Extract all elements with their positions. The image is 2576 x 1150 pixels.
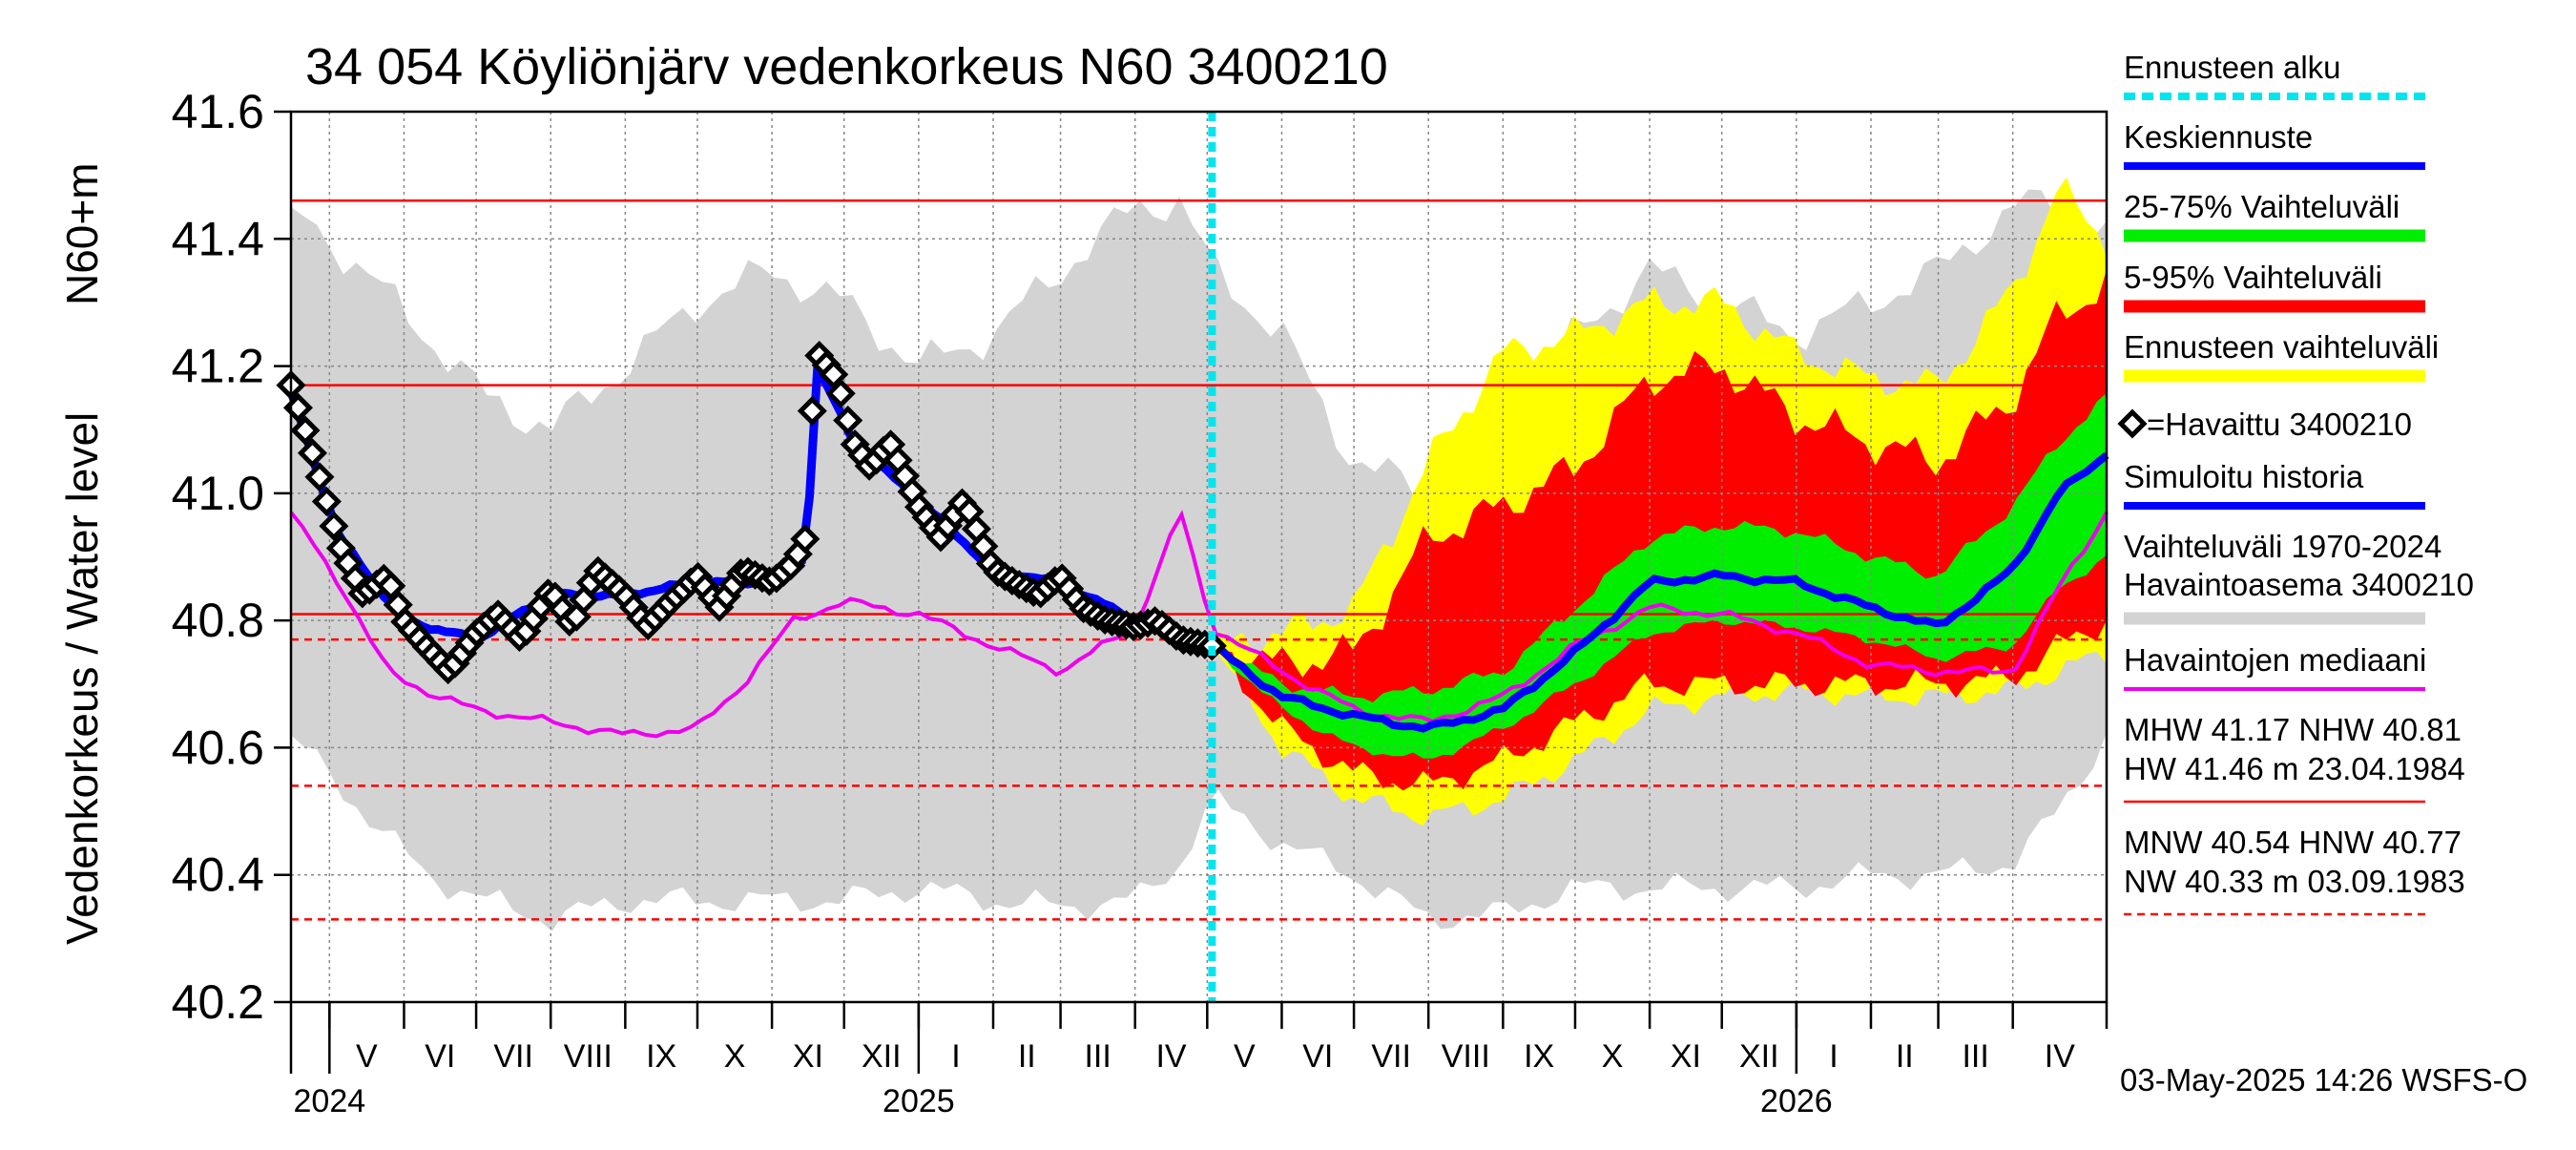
legend-observed-label: =Havaittu 3400210	[2147, 407, 2412, 442]
band-5-95	[1212, 269, 2107, 791]
month-label: I	[951, 1038, 960, 1075]
axes-layer: 40.240.440.640.841.041.241.441.6V VI VII VI…	[172, 85, 2109, 1119]
month-label: XI	[793, 1038, 823, 1075]
series-lines-layer	[276, 112, 2109, 1002]
legend-median-label: Havaintojen mediaani	[2124, 642, 2426, 678]
month-label: IX	[646, 1038, 676, 1075]
grid-layer	[291, 111, 2107, 1003]
plot-frame	[289, 110, 2109, 1004]
year-label: 2024	[294, 1083, 366, 1119]
observed-point	[297, 438, 327, 469]
observed-point	[304, 462, 335, 492]
month-label: X	[1602, 1038, 1624, 1075]
observed-point	[825, 378, 856, 408]
y-tick-label: 41.4	[172, 212, 264, 265]
month-label: XI	[1671, 1038, 1701, 1075]
median-line	[289, 510, 2109, 739]
forecast-mean-line	[1210, 451, 2109, 733]
legend-simulated-label: Simuloitu historia	[2124, 459, 2364, 494]
observed-point	[290, 415, 321, 446]
y-tick-label: 40.8	[172, 594, 264, 647]
y-axis-label: Vedenkorkeus / Water level	[57, 412, 107, 945]
observed-point	[311, 486, 342, 517]
month-label: II	[1018, 1038, 1036, 1075]
year-label: 2026	[1760, 1083, 1833, 1119]
month-label: VII	[493, 1038, 533, 1075]
month-label: XII	[862, 1038, 902, 1075]
y-tick-label: 40.4	[172, 848, 264, 902]
legend-forecast-start-label: Ennusteen alku	[2124, 50, 2341, 85]
observed-point	[790, 524, 821, 554]
year-label: 2025	[883, 1083, 955, 1119]
legend-stats-line-4: NW 40.33 m 03.09.1983	[2124, 864, 2465, 899]
reference-lines-layer	[291, 199, 2107, 921]
legend-band-5-95-label: 5-95% Vaihteluväli	[2124, 260, 2382, 295]
month-label: VIII	[1442, 1038, 1490, 1075]
y-tick-label: 40.6	[172, 721, 264, 774]
legend-stats-line-3: MNW 40.54 HNW 40.77	[2124, 825, 2462, 860]
legend-observed-marker	[2117, 408, 2148, 439]
month-label: VII	[1371, 1038, 1411, 1075]
y-axis-unit-label: N60+m	[57, 162, 107, 305]
month-label: IX	[1524, 1038, 1554, 1075]
band-25-75	[1212, 392, 2107, 759]
month-label: I	[1829, 1038, 1838, 1075]
legend-mean-label: Keskiennuste	[2124, 119, 2313, 155]
legend: Ennusteen alku Keskiennuste 25-75% Vaihtel…	[2117, 50, 2474, 916]
month-label: IV	[1155, 1038, 1186, 1075]
month-label: IV	[2045, 1038, 2075, 1075]
y-tick-label: 41.0	[172, 467, 264, 520]
month-label: V	[356, 1038, 378, 1075]
legend-stats-line-2: HW 41.46 m 23.04.1984	[2124, 751, 2465, 786]
observed-point	[319, 511, 349, 541]
legend-forecast-range-label: Ennusteen vaihteluväli	[2124, 329, 2439, 365]
month-label: VI	[425, 1038, 455, 1075]
y-tick-label: 40.2	[172, 975, 264, 1029]
legend-stats-line-1: MHW 41.17 NHW 40.81	[2124, 712, 2462, 747]
month-label: II	[1896, 1038, 1914, 1075]
legend-range-label-1: Vaihteluväli 1970-2024	[2124, 529, 2441, 564]
observed-point	[797, 396, 827, 427]
observed-point	[833, 405, 863, 436]
y-tick-label: 41.6	[172, 85, 264, 138]
legend-band-25-75-label: 25-75% Vaihteluväli	[2124, 189, 2399, 224]
month-label: III	[1962, 1038, 1988, 1075]
timestamp: 03-May-2025 14:26 WSFS-O	[2120, 1062, 2527, 1098]
y-tick-label: 41.2	[172, 340, 264, 393]
month-label: VIII	[564, 1038, 613, 1075]
month-label: VI	[1302, 1038, 1333, 1075]
month-label: XII	[1739, 1038, 1779, 1075]
legend-range-label-2: Havaintoasema 3400210	[2124, 567, 2474, 602]
chart-title: 34 054 Köyliönjärv vedenkorkeus N60 3400…	[305, 38, 1388, 95]
month-label: III	[1084, 1038, 1111, 1075]
observed-point	[1196, 631, 1227, 661]
month-label: V	[1234, 1038, 1256, 1075]
month-label: X	[724, 1038, 746, 1075]
